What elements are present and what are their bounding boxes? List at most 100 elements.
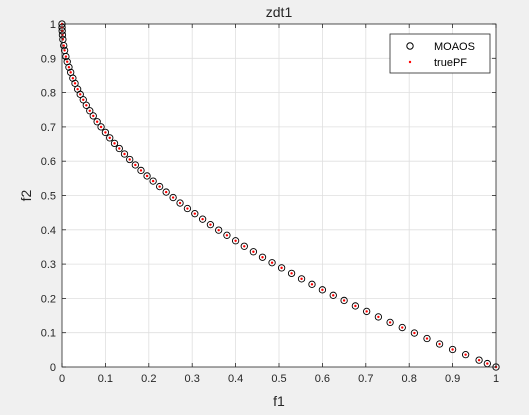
- truepf-point: [201, 217, 204, 221]
- x-tick-label: 0.3: [185, 373, 200, 385]
- x-tick-label: 0.8: [402, 373, 417, 385]
- truepf-point: [178, 201, 182, 205]
- truepf-point: [71, 76, 75, 80]
- legend-marker-truepf: [408, 60, 412, 64]
- truepf-point: [66, 60, 69, 63]
- truepf-point: [193, 212, 197, 215]
- truepf-point: [99, 125, 103, 129]
- moaos-point: [120, 150, 129, 158]
- truepf-point: [261, 256, 264, 259]
- legend-label-truepf: truePF: [434, 57, 467, 69]
- truepf-point: [128, 158, 131, 161]
- truepf-point: [104, 131, 107, 134]
- moaos-point: [86, 107, 94, 115]
- truepf-point: [76, 87, 79, 91]
- moaos-point: [258, 253, 267, 261]
- truepf-point: [151, 179, 155, 183]
- x-axis-label: f1: [273, 393, 285, 409]
- legend-marker-moaos: [406, 42, 414, 50]
- truepf-point: [61, 33, 64, 37]
- moaos-point: [143, 172, 151, 180]
- moaos-point: [69, 74, 77, 82]
- truepf-point: [464, 353, 467, 356]
- truepf-point: [186, 207, 189, 210]
- y-tick-label: 0.9: [41, 53, 56, 65]
- truepf-point: [145, 174, 149, 178]
- moaos-point: [398, 323, 406, 332]
- y-tick-label: 0.7: [41, 122, 56, 134]
- truepf-point: [290, 272, 293, 275]
- moaos-point: [89, 112, 97, 120]
- y-tick-label: 0.8: [41, 88, 56, 100]
- legend[interactable]: MOAOS truePF: [389, 33, 491, 74]
- moaos-point: [448, 345, 457, 354]
- moaos-point: [191, 210, 199, 218]
- y-tick-label: 0.6: [41, 156, 56, 168]
- truepf-point: [82, 98, 85, 102]
- truepf-point: [486, 362, 489, 365]
- moaos-point: [461, 351, 470, 359]
- truepf-point: [62, 44, 65, 47]
- truepf-point: [451, 348, 454, 351]
- moaos-point: [97, 123, 105, 131]
- x-tick-label: 0.6: [315, 373, 330, 385]
- moaos-point: [106, 134, 114, 142]
- moaos-point: [340, 296, 348, 305]
- truepf-point: [365, 310, 368, 313]
- truepf-point: [252, 250, 255, 253]
- moaos-point: [206, 221, 215, 229]
- truepf-point: [477, 358, 481, 362]
- truepf-point: [85, 104, 88, 107]
- moaos-point: [63, 58, 71, 66]
- moaos-point: [423, 334, 431, 343]
- moaos-point: [79, 96, 87, 104]
- truepf-point: [332, 294, 335, 297]
- y-axis-label: f2: [18, 189, 34, 201]
- truepf-point: [92, 114, 95, 118]
- truepf-point: [300, 277, 303, 281]
- moaos-point: [297, 275, 306, 283]
- truepf-point: [209, 223, 212, 226]
- moaos-point: [329, 291, 337, 299]
- truepf-point: [67, 66, 71, 69]
- truepf-point: [171, 196, 175, 199]
- truepf-point: [88, 109, 91, 112]
- moaos-point: [386, 318, 394, 327]
- truepf-point: [438, 342, 441, 346]
- moaos-point: [475, 356, 483, 364]
- moaos-point: [82, 101, 90, 109]
- moaos-point: [176, 199, 184, 207]
- moaos-point: [351, 302, 360, 310]
- moaos-point: [231, 237, 240, 245]
- y-tick-label: 0.1: [41, 328, 56, 340]
- y-tick-label: 0.2: [41, 293, 56, 305]
- x-tick-label: 0.2: [141, 373, 156, 385]
- moaos-point: [287, 269, 296, 278]
- moaos-point: [76, 90, 84, 98]
- moaos-point: [126, 155, 134, 164]
- truepf-point: [73, 82, 77, 85]
- truepf-point: [354, 304, 357, 308]
- moaos-point: [137, 166, 145, 175]
- moaos-point: [115, 144, 123, 153]
- moaos-point: [318, 286, 327, 294]
- legend-label-moaos: MOAOS: [434, 41, 475, 53]
- moaos-point: [363, 307, 371, 316]
- truepf-point: [139, 169, 143, 172]
- ticks: [61, 23, 497, 368]
- moaos-point: [110, 139, 119, 148]
- truepf-point: [234, 239, 237, 242]
- truepf-point: [425, 337, 429, 340]
- moaos-point: [240, 242, 248, 250]
- moaos-point: [215, 226, 223, 234]
- truepf-point: [158, 185, 161, 188]
- x-tick-label: 0: [59, 373, 65, 385]
- truepf-point: [377, 315, 380, 319]
- truepf-point: [108, 136, 111, 140]
- chart-title: zdt1: [266, 4, 293, 20]
- moaos-point: [268, 259, 276, 267]
- moaos-point: [308, 280, 316, 288]
- grid-lines: [62, 24, 496, 367]
